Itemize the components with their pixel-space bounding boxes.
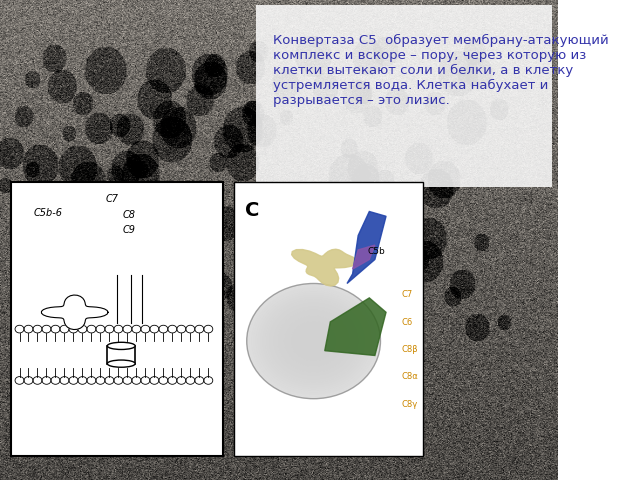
Text: C8α: C8α (401, 372, 418, 382)
Text: C7: C7 (401, 290, 412, 300)
Text: C8γ: C8γ (401, 400, 417, 409)
Bar (234, 182, 424, 456)
Text: C8β: C8β (401, 345, 418, 354)
Text: C7: C7 (106, 193, 119, 204)
Circle shape (247, 284, 380, 399)
Text: C5b-6: C5b-6 (33, 208, 63, 218)
Bar (11, 182, 223, 456)
FancyBboxPatch shape (256, 5, 552, 187)
Ellipse shape (108, 342, 135, 349)
Polygon shape (42, 295, 108, 330)
Text: C: C (245, 201, 260, 220)
Text: C5b: C5b (368, 247, 385, 256)
Ellipse shape (108, 360, 135, 367)
Text: C9: C9 (123, 225, 136, 235)
Polygon shape (292, 249, 357, 286)
Text: C8: C8 (123, 210, 136, 220)
Text: C6: C6 (401, 318, 412, 327)
Polygon shape (347, 212, 386, 284)
Polygon shape (353, 245, 375, 269)
Polygon shape (324, 298, 386, 356)
Text: Конвертаза C5  образует мембрану-атакующий
комплекс и вскоре – пору, через котор: Конвертаза C5 образует мембрану-атакующи… (273, 34, 609, 107)
